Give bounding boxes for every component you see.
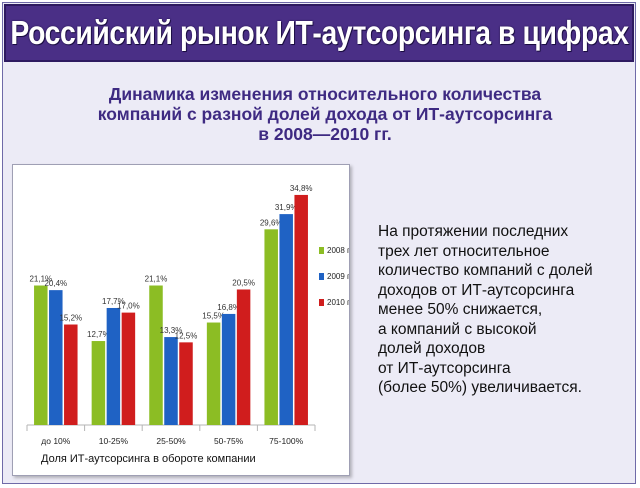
data-label: 15,5% bbox=[202, 312, 225, 321]
x-tick-label: 10-25% bbox=[99, 436, 129, 446]
data-label: 34,8% bbox=[290, 184, 313, 193]
caption-line: менее 50% снижается, bbox=[378, 301, 543, 318]
data-label: 31,9% bbox=[275, 203, 298, 212]
x-tick-label: 25-50% bbox=[156, 436, 186, 446]
caption-line: трех лет относительное bbox=[378, 242, 550, 260]
bar-2-4 bbox=[221, 313, 236, 425]
caption-line: На протяжении последних bbox=[378, 223, 569, 240]
data-label: 20,4% bbox=[44, 279, 67, 288]
bar-1-1 bbox=[34, 285, 48, 425]
chart-caption: На протяжении последних трех лет относит… bbox=[378, 222, 628, 398]
data-label: 12,5% bbox=[175, 331, 198, 340]
data-label: 15,2% bbox=[59, 314, 82, 323]
bar-2-2 bbox=[106, 307, 121, 425]
caption-line: количество компаний с долей bbox=[378, 262, 593, 279]
bar-3-2 bbox=[121, 312, 136, 425]
chart-subtitle: Динамика изменения относительного количе… bbox=[30, 84, 620, 144]
x-tick-label: 50-75% bbox=[214, 436, 244, 446]
caption-line: (более 50%) увеличивается. bbox=[378, 379, 582, 396]
legend-swatch bbox=[319, 299, 324, 306]
data-label: 16,8% bbox=[217, 303, 240, 312]
x-tick-label: 75-100% bbox=[269, 436, 303, 446]
caption-line: долей доходов bbox=[378, 340, 486, 357]
bar-3-5 bbox=[294, 194, 308, 425]
data-label: 17,7% bbox=[102, 297, 125, 306]
bar-1-5 bbox=[264, 229, 278, 425]
bar-3-1 bbox=[64, 324, 78, 425]
data-label: 21,1% bbox=[145, 275, 168, 284]
bar-3-4 bbox=[236, 289, 251, 425]
bar-2-1 bbox=[49, 290, 63, 425]
page-title: Российский рынок ИТ-аутсорсинга в цифрах bbox=[9, 14, 629, 51]
caption-line: а компаний с высокой bbox=[378, 320, 537, 338]
chart-panel: 21,1% 20,4% 15,2% до 10% 12,7% 17,7% 17,0% 10-2… bbox=[12, 164, 350, 476]
caption-line: доходов от ИТ-аутсорсинга bbox=[378, 281, 575, 299]
title-banner: Российский рынок ИТ-аутсорсинга в цифрах bbox=[4, 4, 634, 62]
data-label: 13,3% bbox=[160, 326, 183, 335]
x-axis-title: Доля ИТ-аутсорсинга в обороте компании bbox=[41, 453, 256, 465]
legend-swatch bbox=[319, 273, 324, 280]
bar-2-5 bbox=[279, 214, 293, 425]
bar-1-3 bbox=[149, 285, 163, 425]
caption-line: от ИТ-аутсорсинга bbox=[378, 359, 511, 377]
data-label: 20,5% bbox=[232, 278, 255, 287]
legend-swatch bbox=[319, 247, 324, 254]
data-label: 29,6% bbox=[260, 218, 283, 227]
subtitle-line: в 2008—2010 гг. bbox=[258, 124, 392, 144]
data-label: 21,1% bbox=[29, 275, 52, 284]
data-label: 12,7% bbox=[87, 330, 110, 339]
bar-chart: 21,1%20,4%15,2%до 10%12,7%17,7%17,0%10-2… bbox=[26, 184, 349, 465]
data-label: 17,0% bbox=[117, 302, 140, 311]
bar-1-2 bbox=[91, 341, 106, 425]
bar-3-3 bbox=[179, 342, 193, 425]
bar-1-4 bbox=[206, 322, 221, 425]
x-tick-label: до 10% bbox=[41, 436, 71, 446]
legend-label: 2010 г. bbox=[327, 298, 349, 307]
subtitle-line: компаний с разной долей дохода от ИТ-аут… bbox=[97, 104, 553, 124]
bar-2-3 bbox=[164, 337, 178, 425]
legend-label: 2008 г. bbox=[327, 246, 349, 255]
legend-label: 2009 г. bbox=[327, 272, 349, 281]
subtitle-line: Динамика изменения относительного количе… bbox=[108, 84, 542, 104]
